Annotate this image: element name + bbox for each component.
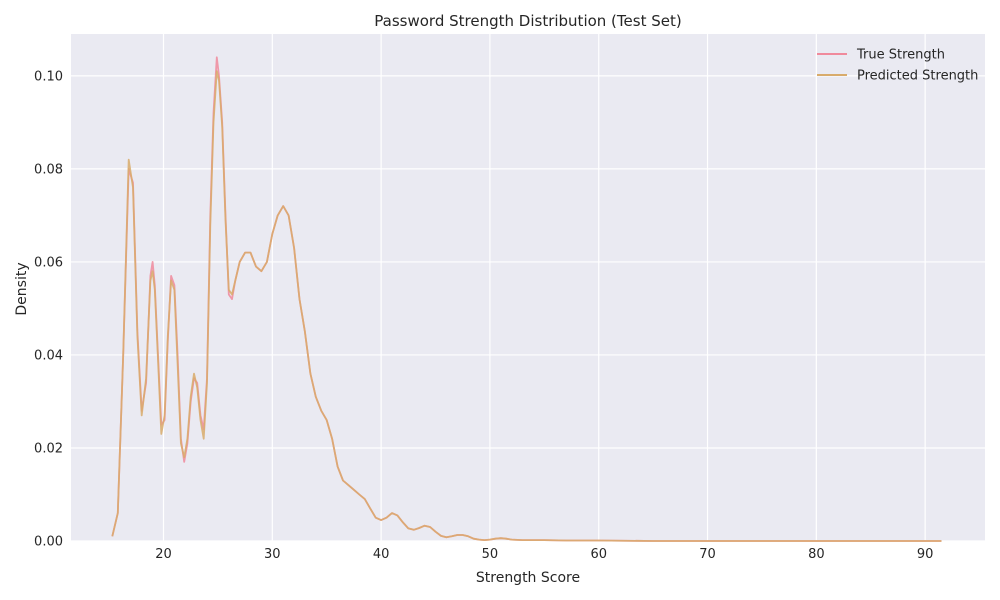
y-tick-label: 0.10 [34,69,63,84]
y-axis-ticks: 0.00 0.02 0.04 0.06 0.08 0.10 [34,69,63,549]
x-tick-label: 90 [917,547,934,562]
legend-label: True Strength [856,48,945,63]
y-tick-label: 0.00 [34,535,63,550]
series-line-predicted-strength [111,70,942,542]
y-tick-label: 0.02 [34,441,63,456]
x-tick-label: 80 [808,547,825,562]
legend: True Strength Predicted Strength [817,48,978,84]
plot-area [71,34,985,541]
series-lines [111,56,942,542]
chart-title: Password Strength Distribution (Test Set… [374,12,681,30]
x-axis-label: Strength Score [476,570,580,586]
x-tick-label: 30 [264,547,281,562]
y-axis-label: Density [14,262,30,315]
legend-label: Predicted Strength [857,69,978,84]
y-tick-label: 0.04 [34,348,63,363]
x-tick-label: 50 [482,547,499,562]
x-tick-label: 20 [155,547,172,562]
y-tick-label: 0.06 [34,255,63,270]
x-tick-label: 60 [590,547,607,562]
x-axis-ticks: 20 30 40 50 60 70 80 90 [155,547,933,562]
x-tick-label: 70 [699,547,716,562]
x-tick-label: 40 [373,547,390,562]
grid-lines [71,34,985,542]
y-tick-label: 0.08 [34,162,63,177]
